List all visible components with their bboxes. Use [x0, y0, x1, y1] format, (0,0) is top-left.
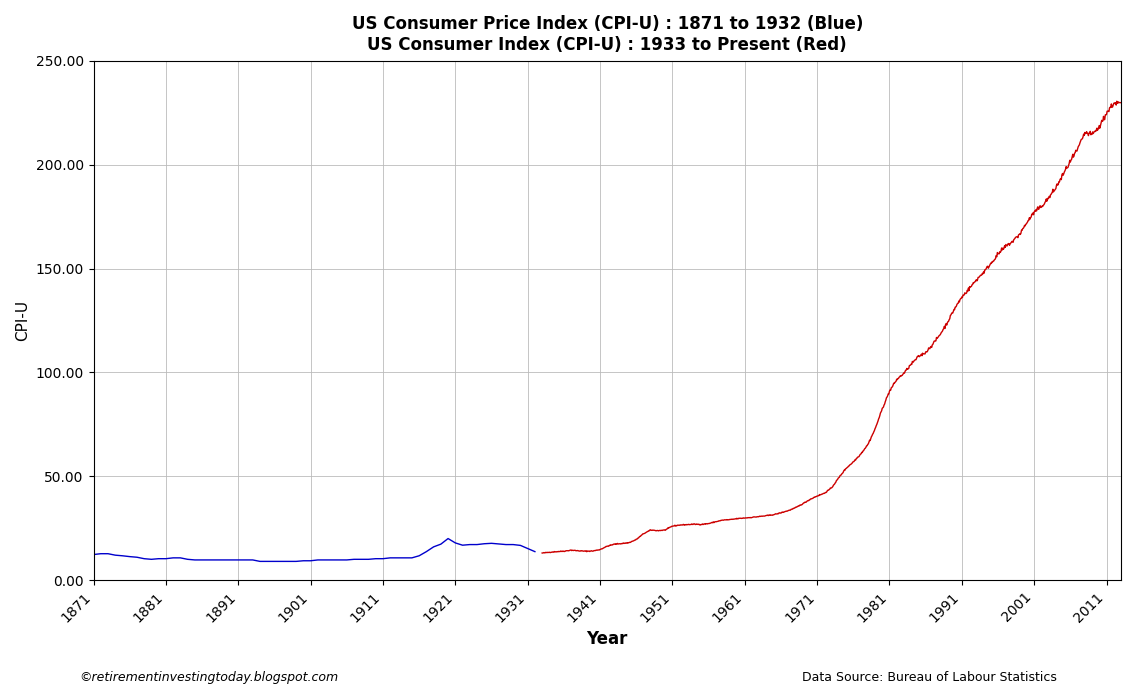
X-axis label: Year: Year	[586, 630, 628, 648]
Y-axis label: CPI-U: CPI-U	[15, 300, 30, 341]
Text: ©retirementinvestingtoday.blogspot.com: ©retirementinvestingtoday.blogspot.com	[80, 671, 339, 684]
Title: US Consumer Price Index (CPI-U) : 1871 to 1932 (Blue)
US Consumer Index (CPI-U) : US Consumer Price Index (CPI-U) : 1871 t…	[351, 15, 863, 54]
Text: Data Source: Bureau of Labour Statistics: Data Source: Bureau of Labour Statistics	[802, 671, 1056, 684]
